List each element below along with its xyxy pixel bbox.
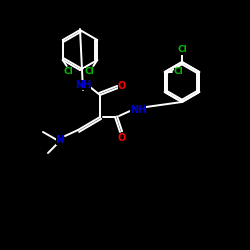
Text: Cl: Cl: [177, 46, 187, 54]
Text: Cl: Cl: [64, 68, 74, 76]
Text: Cl: Cl: [84, 68, 94, 76]
Text: N: N: [56, 135, 64, 145]
Text: NH: NH: [75, 80, 91, 90]
Text: NH: NH: [130, 105, 146, 115]
Text: O: O: [118, 133, 126, 143]
Text: Cl: Cl: [174, 68, 184, 76]
Text: O: O: [118, 81, 126, 91]
